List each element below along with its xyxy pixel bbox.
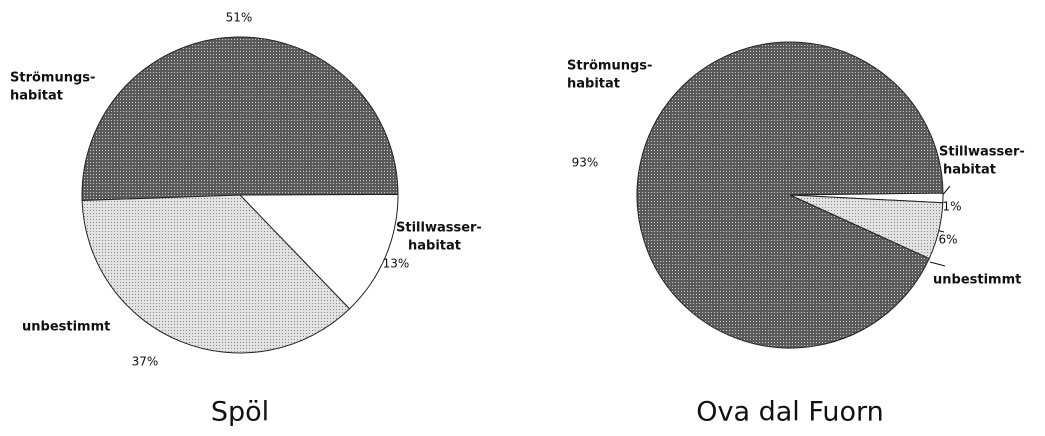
value-label: 13% [383,257,410,271]
pie-slice [238,193,399,310]
slice-label: habitat [943,163,996,178]
value-label: 1% [942,200,961,214]
slice-label: unbestimmt [933,273,1021,288]
chart-title: Spöl [211,397,269,428]
value-label: 93% [572,156,599,170]
slice-label: unbestimmt [22,320,110,335]
value-label: 6% [938,233,957,247]
slice-label: habitat [10,89,63,104]
value-label: 51% [226,11,253,25]
slice-label: Stillwasser- [939,145,1025,160]
slice-label: Strömungs- [10,71,95,86]
chart-title: Ova dal Fuorn [696,397,884,428]
pie-slice [636,41,944,349]
slice-label: Stillwasser- [396,221,482,236]
pie-slice [81,194,351,354]
slice-label: habitat [567,77,620,92]
value-label: 37% [132,355,159,369]
slice-label: habitat [408,239,461,254]
slice-label: Strömungs- [567,59,652,74]
pie-slice [789,194,944,260]
pie-slice [81,36,399,202]
leader-line [929,261,946,267]
